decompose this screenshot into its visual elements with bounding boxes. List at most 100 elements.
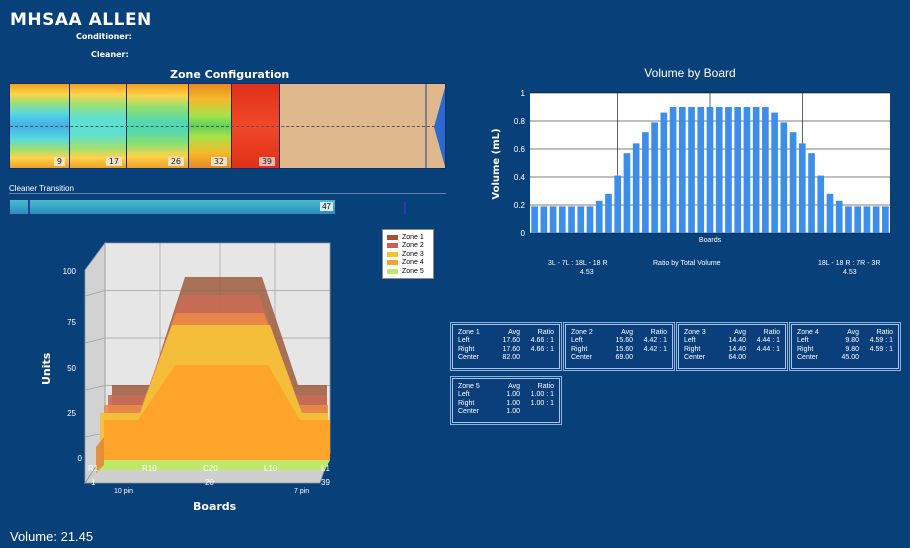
zone-summary-row: Center 45.00 xyxy=(797,354,893,362)
x-tick-c20: C20 xyxy=(203,464,218,473)
center-label: Center xyxy=(797,354,819,362)
avg-header: Avg xyxy=(621,329,633,336)
zone-summary-row: Zone 5 Avg Ratio xyxy=(458,383,554,391)
bar-board-5 xyxy=(568,206,575,233)
empty-cell xyxy=(520,408,554,416)
cleaner-end-marker[interactable] xyxy=(404,201,406,215)
zone-end-3: 26 xyxy=(167,157,184,166)
center-value: 64.00 xyxy=(728,354,746,362)
bar-board-6 xyxy=(577,206,585,233)
bar-board-33 xyxy=(826,193,834,233)
right-ratio: 4.66 : 1 xyxy=(530,345,554,353)
right-ratio: 4.59 : 1 xyxy=(869,345,893,353)
left-avg: 14.40 xyxy=(728,337,746,345)
zone-summary-row: Left 9.80 4.59 : 1 xyxy=(797,337,893,345)
bar-board-18 xyxy=(688,107,695,233)
bar-board-13 xyxy=(642,132,649,233)
bar-board-27 xyxy=(771,112,778,233)
zone-summary-box-2: Zone 2 Avg Ratio Left 15.60 4.42 : 1 Right 15.6… xyxy=(565,324,673,369)
bar-board-36 xyxy=(854,206,862,233)
zone-summary-row: Right 1.00 1.00 : 1 xyxy=(458,400,554,408)
left-avg: 9.80 xyxy=(845,337,859,345)
right-label: Right xyxy=(684,345,701,353)
bar-board-1 xyxy=(531,206,538,233)
avg-header: Avg xyxy=(508,383,520,390)
cleaner-transition-value: 47 xyxy=(320,202,333,211)
bar-board-35 xyxy=(845,206,852,233)
legend-swatch xyxy=(387,260,398,266)
zone-name: Zone 5 xyxy=(458,383,480,390)
zone-summary-row: Center 1.00 xyxy=(458,408,554,416)
center-value: 82.00 xyxy=(502,354,520,362)
y-tick-50: 50 xyxy=(67,364,76,373)
avg-header: Avg xyxy=(734,329,746,336)
center-value: 69.00 xyxy=(615,354,633,362)
zone-summary-box-1: Zone 1 Avg Ratio Left 17.60 4.66 : 1 Right 17.6… xyxy=(452,324,560,369)
left-label: Left xyxy=(571,337,583,345)
ratio-right-value: 4.53 xyxy=(843,269,857,276)
zone-end-5: 39 xyxy=(258,157,275,166)
ratio-center-line: Ratio by Total Volume xyxy=(653,260,721,267)
zone-summary-row: Right 9.80 4.59 : 1 xyxy=(797,346,893,354)
y-tick-25: 25 xyxy=(67,409,76,418)
empty-cell xyxy=(520,354,554,362)
center-value: 1.00 xyxy=(506,408,520,416)
left-ratio: 4.44 : 1 xyxy=(756,337,780,345)
right-label: Right xyxy=(571,345,588,353)
x-tick-r1: R1 xyxy=(88,464,99,473)
right-label: Right xyxy=(458,345,475,353)
x-tick-board-1: 1 xyxy=(91,478,96,487)
left-ratio: 4.59 : 1 xyxy=(869,337,893,345)
left-label: Left xyxy=(797,337,809,345)
bar-board-14 xyxy=(651,122,658,233)
zone-name: Zone 2 xyxy=(571,329,593,336)
cleaner-divider xyxy=(9,193,446,194)
cleaner-transition-bar[interactable]: 47 xyxy=(9,199,336,215)
x-axis-title: Boards xyxy=(699,237,722,244)
zone-summary-row: Left 17.60 4.66 : 1 xyxy=(458,337,554,345)
bar-board-31 xyxy=(808,153,815,233)
right-avg: 1.00 xyxy=(506,399,520,407)
ratio-right-line: 18L - 18 R : 7R - 3R xyxy=(818,260,881,267)
total-volume-readout: Volume: 21.45 xyxy=(10,529,94,544)
pin-label-7: 7 pin xyxy=(294,488,309,495)
x-tick-l1: L1 xyxy=(321,464,330,473)
lane-center-line xyxy=(10,126,445,127)
right-ratio: 1.00 : 1 xyxy=(530,399,554,407)
zone5-area xyxy=(104,365,330,460)
legend-item-zone-1: Zone 1 xyxy=(387,233,429,242)
right-avg: 15.60 xyxy=(615,345,633,353)
left-avg: 1.00 xyxy=(506,391,520,399)
zone-area-series xyxy=(96,277,330,473)
cleaner-start-marker[interactable] xyxy=(28,200,30,214)
ratio-left-value: 4.53 xyxy=(580,269,594,276)
bar-board-24 xyxy=(743,107,751,233)
y-axis-title: Units xyxy=(40,352,53,385)
lane-zone-map[interactable]: 9 17 26 32 39 xyxy=(9,83,446,169)
center-label: Center xyxy=(684,354,706,362)
legend-swatch xyxy=(387,268,398,274)
left-ratio: 4.42 : 1 xyxy=(643,337,667,345)
bar-board-30 xyxy=(798,143,806,233)
y-tick-labels: 0 0.2 0.4 0.6 0.8 1 xyxy=(514,89,526,238)
zone-name: Zone 4 xyxy=(797,329,819,336)
center-label: Center xyxy=(458,354,480,362)
center-value: 45.00 xyxy=(841,354,859,362)
y-tick-label: 0.2 xyxy=(514,201,526,210)
bar-board-37 xyxy=(863,206,871,233)
bar-board-9 xyxy=(605,193,612,233)
bar-board-20 xyxy=(706,107,714,233)
volume-by-board-chart: 00.20.40.60.81 L1L10C20R10R1 Boards Volu… xyxy=(491,89,890,244)
legend-item-zone-5: Zone 5 xyxy=(387,267,429,276)
legend-label: Zone 5 xyxy=(402,267,424,275)
bar-board-15 xyxy=(660,112,668,233)
bar-series xyxy=(531,107,889,233)
cleaner-transition-label: Cleaner Transition xyxy=(9,184,74,193)
y-tick-label: 0.6 xyxy=(514,145,526,154)
y-tick-100: 100 xyxy=(63,267,77,276)
y-tick-label: 0.8 xyxy=(514,117,526,126)
zone-summary-row: Right 14.40 4.44 : 1 xyxy=(684,346,780,354)
zone-summary-box-4: Zone 4 Avg Ratio Left 9.80 4.59 : 1 Right 9.80 4… xyxy=(791,324,899,369)
empty-cell xyxy=(746,354,780,362)
legend-swatch xyxy=(387,251,398,257)
